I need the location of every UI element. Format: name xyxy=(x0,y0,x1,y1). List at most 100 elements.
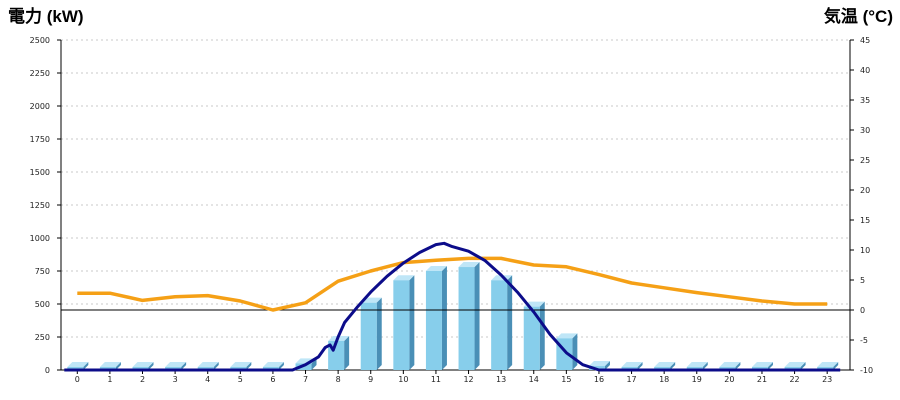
x-tick-label: 22 xyxy=(789,375,799,384)
x-tick-label: 18 xyxy=(659,375,669,384)
x-tick-label: 3 xyxy=(173,375,178,384)
bar-side xyxy=(148,362,154,370)
x-tick-label: 12 xyxy=(463,375,473,384)
bar-top xyxy=(556,333,578,339)
bar-top xyxy=(425,266,447,271)
right-tick-label: 35 xyxy=(860,96,870,105)
x-tick-label: 21 xyxy=(757,375,767,384)
bar-front xyxy=(425,271,442,370)
bar-top xyxy=(621,362,643,367)
bar-side xyxy=(441,266,447,370)
bar-side xyxy=(800,362,806,370)
bar-side xyxy=(572,333,578,370)
left-tick-label: 1000 xyxy=(30,234,50,243)
bar-top xyxy=(784,362,806,367)
bar-top xyxy=(751,362,773,367)
bar-front xyxy=(458,267,475,370)
bar-top xyxy=(686,362,708,367)
left-tick-label: 750 xyxy=(35,267,50,276)
bar-top xyxy=(132,362,154,367)
x-tick-label: 16 xyxy=(594,375,604,384)
bar-top xyxy=(262,362,284,367)
x-tick-label: 23 xyxy=(822,375,832,384)
bar-side xyxy=(507,275,513,370)
axes xyxy=(57,39,854,374)
bar xyxy=(328,335,350,370)
left-tick-label: 1250 xyxy=(30,201,50,210)
x-tick-label: 8 xyxy=(336,375,341,384)
x-tick-label: 13 xyxy=(496,375,506,384)
power-line xyxy=(64,241,841,372)
bar-side xyxy=(311,358,317,370)
x-tick-label: 5 xyxy=(238,375,243,384)
bar-front xyxy=(360,302,377,370)
bar-top xyxy=(99,362,121,367)
right-tick-label: 25 xyxy=(860,156,870,165)
right-tick-label: 40 xyxy=(860,66,870,75)
left-tick-label: 2500 xyxy=(30,36,50,45)
bar-top xyxy=(817,362,839,367)
bar-top xyxy=(458,262,480,268)
x-tick-label: 17 xyxy=(626,375,636,384)
x-tick-label: 7 xyxy=(303,375,308,384)
x-tick-label: 2 xyxy=(140,375,145,384)
bar xyxy=(360,297,382,370)
x-tick-label: 14 xyxy=(529,375,539,384)
temperature-line xyxy=(77,256,828,312)
right-tick-label: 15 xyxy=(860,216,870,225)
bar-front xyxy=(523,306,540,370)
bar-side xyxy=(246,362,252,370)
bar-side xyxy=(83,362,89,370)
bar-top xyxy=(165,362,187,367)
bar-side xyxy=(278,362,284,370)
x-tick-label: 11 xyxy=(431,375,441,384)
x-tick-label: 10 xyxy=(398,375,408,384)
bar xyxy=(458,262,480,370)
bar-top xyxy=(230,362,252,367)
bar-side xyxy=(767,362,773,370)
bar-side xyxy=(702,362,708,370)
bar-side xyxy=(735,362,741,370)
bar-side xyxy=(376,297,382,370)
bar-side xyxy=(604,361,610,370)
line-series xyxy=(61,241,850,372)
left-tick-label: 2250 xyxy=(30,69,50,78)
bar-side xyxy=(213,362,219,370)
bar xyxy=(393,275,415,370)
left-tick-label: 500 xyxy=(35,300,50,309)
bar-side xyxy=(539,301,545,370)
bar-side xyxy=(344,335,350,370)
right-axis-title: 気温 (°C) xyxy=(823,6,893,26)
bar-front xyxy=(491,280,508,370)
left-tick-label: 250 xyxy=(35,333,50,342)
bar-side xyxy=(474,262,480,370)
bar-side xyxy=(115,362,121,370)
right-tick-label: 45 xyxy=(860,36,870,45)
bar-series xyxy=(67,262,839,370)
x-tick-label: 19 xyxy=(692,375,702,384)
left-tick-label: 2000 xyxy=(30,102,50,111)
bar-side xyxy=(409,275,415,370)
x-tick-label: 15 xyxy=(561,375,571,384)
x-tick-label: 20 xyxy=(724,375,734,384)
left-axis-title: 電力 (kW) xyxy=(8,6,84,26)
bar-top xyxy=(588,361,610,367)
x-tick-label: 6 xyxy=(270,375,275,384)
right-tick-label: 0 xyxy=(860,306,865,315)
bar-side xyxy=(181,362,187,370)
bar-side xyxy=(670,362,676,370)
right-tick-label: 5 xyxy=(860,276,865,285)
bar-top xyxy=(67,362,89,367)
bar xyxy=(425,266,447,370)
gridlines xyxy=(61,39,850,338)
bar-top xyxy=(719,362,741,367)
x-tick-label: 1 xyxy=(107,375,112,384)
left-tick-label: 1750 xyxy=(30,135,50,144)
bar-front xyxy=(393,280,410,370)
bar xyxy=(491,275,513,370)
bar-top xyxy=(393,275,415,281)
right-tick-label: 30 xyxy=(860,126,870,135)
bar-side xyxy=(637,362,643,370)
bar-top xyxy=(197,362,219,367)
